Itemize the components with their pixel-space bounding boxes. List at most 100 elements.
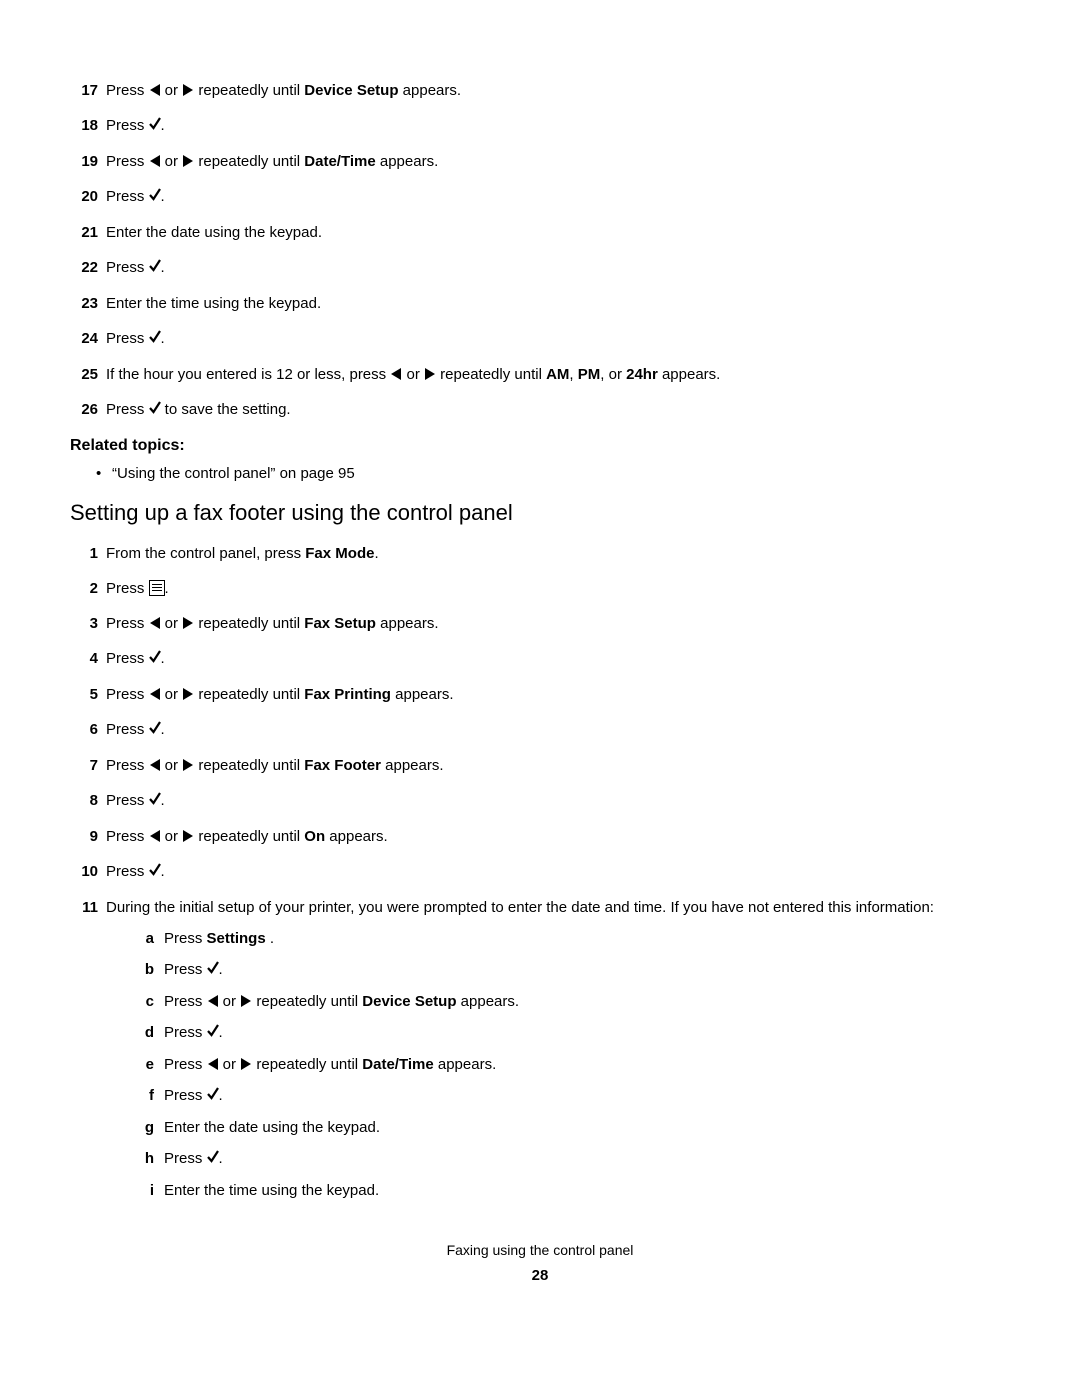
step-row: 21Enter the date using the keypad. xyxy=(70,222,1010,243)
bold-text: PM xyxy=(578,366,601,383)
bold-text: Date/Time xyxy=(304,153,375,170)
step-row: 2Press . xyxy=(70,578,1010,599)
check-icon xyxy=(149,116,161,137)
step-number: 2 xyxy=(70,578,106,599)
right-arrow-icon xyxy=(183,759,193,771)
substeps-container: aPress Settings . bPress . cPress or repea… xyxy=(130,928,1010,1201)
substep-row: bPress . xyxy=(130,959,1010,981)
right-arrow-icon xyxy=(183,617,193,629)
left-arrow-icon xyxy=(150,830,160,842)
step-text: Press . xyxy=(106,328,1010,350)
left-arrow-icon xyxy=(150,688,160,700)
right-arrow-icon xyxy=(183,688,193,700)
substep-text: Press . xyxy=(164,1148,1010,1170)
step-row: 11During the initial setup of your print… xyxy=(70,897,1010,1205)
step-number: 9 xyxy=(70,826,106,847)
step-number: 6 xyxy=(70,719,106,741)
step-row: 17Press or repeatedly until Device Setup… xyxy=(70,80,1010,101)
step-number: 26 xyxy=(70,399,106,421)
substep-row: fPress . xyxy=(130,1085,1010,1107)
substep-text: Press . xyxy=(164,1022,1010,1044)
right-arrow-icon xyxy=(425,368,435,380)
bold-text: Device Setup xyxy=(362,993,456,1010)
step-row: 5Press or repeatedly until Fax Printing … xyxy=(70,684,1010,705)
related-topics-heading: Related topics: xyxy=(70,435,1010,457)
bold-text: Date/Time xyxy=(362,1056,433,1073)
step-row: 24Press . xyxy=(70,328,1010,350)
step-number: 24 xyxy=(70,328,106,350)
check-icon xyxy=(149,258,161,279)
check-icon xyxy=(207,1086,219,1107)
step-row: 18Press . xyxy=(70,115,1010,137)
substep-row: iEnter the time using the keypad. xyxy=(130,1180,1010,1201)
left-arrow-icon xyxy=(150,84,160,96)
step-text: Press . xyxy=(106,257,1010,279)
substep-number: h xyxy=(130,1148,164,1170)
substep-text: Enter the date using the keypad. xyxy=(164,1117,1010,1138)
step-number: 23 xyxy=(70,293,106,314)
substep-number: d xyxy=(130,1022,164,1044)
step-text: Press or repeatedly until Fax Footer app… xyxy=(106,755,1010,776)
bold-text: Fax Printing xyxy=(304,686,391,703)
check-icon xyxy=(207,1023,219,1044)
substep-row: gEnter the date using the keypad. xyxy=(130,1117,1010,1138)
step-text: Press . xyxy=(106,719,1010,741)
step-text: During the initial setup of your printer… xyxy=(106,897,1010,1205)
substep-text: Press Settings . xyxy=(164,928,1010,949)
step-number: 10 xyxy=(70,861,106,883)
page-number: 28 xyxy=(70,1265,1010,1286)
step-row: 22Press . xyxy=(70,257,1010,279)
footer-text: Faxing using the control panel xyxy=(70,1241,1010,1261)
step-number: 5 xyxy=(70,684,106,705)
related-topic-item: • “Using the control panel” on page 95 xyxy=(96,463,1010,484)
right-arrow-icon xyxy=(183,830,193,842)
substep-text: Press . xyxy=(164,1085,1010,1107)
substep-text: Press . xyxy=(164,959,1010,981)
substep-row: cPress or repeatedly until Device Setup … xyxy=(130,991,1010,1012)
step-number: 20 xyxy=(70,186,106,208)
related-topic-text: “Using the control panel” on page 95 xyxy=(112,463,355,484)
substep-number: a xyxy=(130,928,164,949)
step-text: Press . xyxy=(106,790,1010,812)
step-text: From the control panel, press Fax Mode. xyxy=(106,543,1010,564)
check-icon xyxy=(207,1149,219,1170)
right-arrow-icon xyxy=(183,84,193,96)
bold-text: AM xyxy=(546,366,569,383)
section-heading: Setting up a fax footer using the contro… xyxy=(70,498,1010,529)
step-number: 21 xyxy=(70,222,106,243)
right-arrow-icon xyxy=(183,155,193,167)
step-number: 7 xyxy=(70,755,106,776)
substep-number: i xyxy=(130,1180,164,1201)
step-row: 7Press or repeatedly until Fax Footer ap… xyxy=(70,755,1010,776)
step-number: 1 xyxy=(70,543,106,564)
step-number: 8 xyxy=(70,790,106,812)
check-icon xyxy=(149,187,161,208)
check-icon xyxy=(149,329,161,350)
step-number: 4 xyxy=(70,648,106,670)
left-arrow-icon xyxy=(208,1058,218,1070)
step-text: Enter the time using the keypad. xyxy=(106,293,1010,314)
left-arrow-icon xyxy=(391,368,401,380)
step-row: 1From the control panel, press Fax Mode. xyxy=(70,543,1010,564)
left-arrow-icon xyxy=(150,617,160,629)
bold-text: Fax Footer xyxy=(304,757,381,774)
step-row: 4Press . xyxy=(70,648,1010,670)
substep-number: c xyxy=(130,991,164,1012)
check-icon xyxy=(149,400,161,421)
step-row: 3Press or repeatedly until Fax Setup app… xyxy=(70,613,1010,634)
step-number: 17 xyxy=(70,80,106,101)
step-number: 19 xyxy=(70,151,106,172)
substep-number: g xyxy=(130,1117,164,1138)
step-text: Press or repeatedly until On appears. xyxy=(106,826,1010,847)
left-arrow-icon xyxy=(150,759,160,771)
substep-row: ePress or repeatedly until Date/Time app… xyxy=(130,1054,1010,1075)
bullet-icon: • xyxy=(96,463,112,484)
bold-text: Fax Setup xyxy=(304,615,376,632)
step-text: Press . xyxy=(106,648,1010,670)
check-icon xyxy=(149,862,161,883)
step-row: 26Press to save the setting. xyxy=(70,399,1010,421)
bold-text: Fax Mode xyxy=(305,545,374,562)
step-text: Press or repeatedly until Fax Printing a… xyxy=(106,684,1010,705)
step-row: 23Enter the time using the keypad. xyxy=(70,293,1010,314)
right-arrow-icon xyxy=(241,1058,251,1070)
